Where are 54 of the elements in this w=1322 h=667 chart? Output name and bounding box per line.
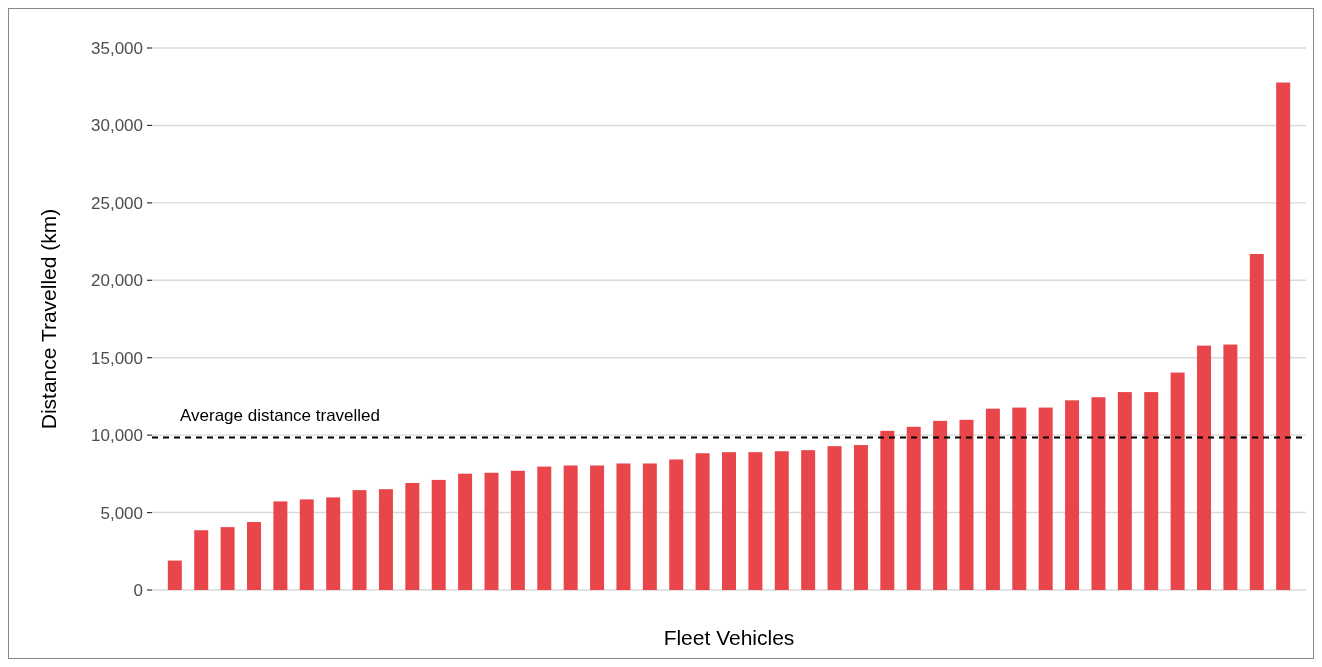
bar — [959, 419, 974, 590]
bar — [167, 560, 182, 590]
bar — [537, 466, 552, 590]
bar — [774, 451, 789, 590]
y-tick-label: 5,000 — [100, 503, 143, 523]
y-tick-label: 35,000 — [91, 38, 143, 58]
bar — [510, 470, 525, 590]
bar — [326, 497, 341, 590]
bar — [1170, 372, 1185, 590]
bar — [827, 446, 842, 590]
bar — [853, 445, 868, 590]
bar — [273, 501, 288, 590]
y-axis-title: Distance Travelled (km) — [37, 208, 60, 430]
y-tick-label: 0 — [133, 580, 143, 600]
bar — [1117, 392, 1132, 590]
bar — [405, 482, 420, 590]
bar — [352, 490, 367, 590]
x-axis-title: Fleet Vehicles — [663, 626, 795, 649]
bar — [247, 522, 261, 590]
bar — [1197, 345, 1211, 590]
bar — [933, 420, 948, 590]
bar — [906, 426, 921, 590]
bar — [378, 489, 393, 590]
bar — [1144, 392, 1159, 590]
bar — [563, 465, 578, 590]
bar — [985, 408, 1000, 590]
bar — [880, 430, 895, 590]
bar — [484, 472, 499, 590]
y-tick-label: 15,000 — [91, 348, 143, 368]
bar — [299, 499, 314, 590]
bar — [194, 530, 209, 590]
bar — [1223, 344, 1238, 590]
bar — [748, 452, 763, 590]
y-tick-label: 10,000 — [91, 426, 143, 446]
bar — [1276, 82, 1291, 590]
bar — [1065, 400, 1080, 590]
ref-line-label: Average distance travelled — [180, 406, 381, 426]
bar — [1038, 407, 1053, 590]
bar — [1012, 407, 1027, 590]
bar — [642, 463, 657, 590]
y-tick-label: 20,000 — [91, 271, 143, 291]
bar — [590, 465, 605, 590]
bar — [431, 479, 446, 590]
bar — [1091, 397, 1106, 590]
bar — [458, 473, 473, 590]
bar — [220, 527, 235, 590]
bar — [695, 453, 710, 590]
bar — [722, 452, 736, 590]
bar — [801, 450, 816, 590]
y-tick-label: 25,000 — [91, 193, 143, 213]
bar — [1249, 253, 1264, 590]
bar — [669, 459, 684, 590]
bar — [616, 463, 631, 590]
y-tick-label: 30,000 — [91, 116, 143, 136]
